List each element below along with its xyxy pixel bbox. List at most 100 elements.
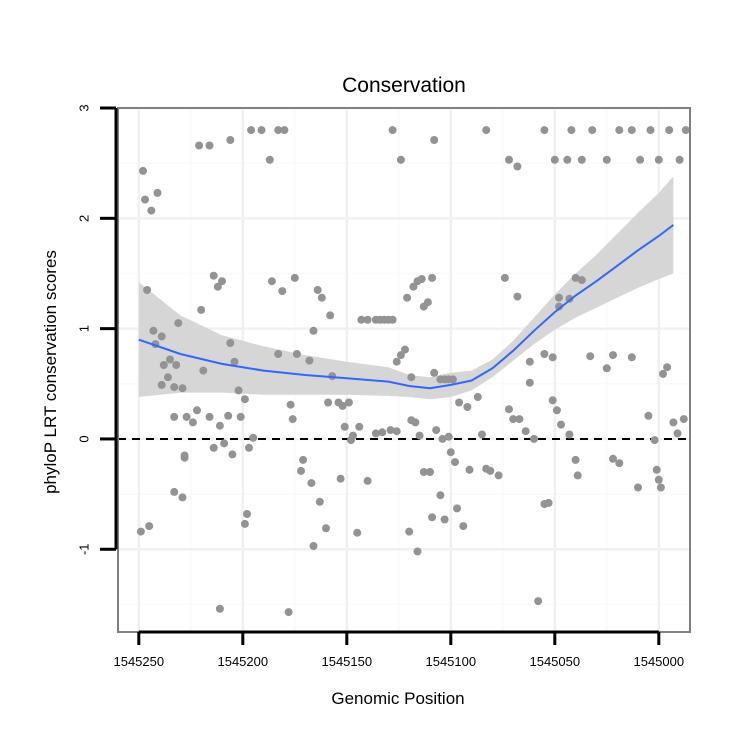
data-point (371, 429, 380, 438)
data-point (357, 315, 366, 324)
data-point (209, 271, 218, 280)
data-point (530, 434, 538, 443)
data-point (563, 155, 572, 164)
data-point (627, 126, 636, 135)
data-point (307, 479, 316, 488)
data-point (659, 369, 667, 378)
data-point (415, 431, 424, 440)
data-point (315, 497, 324, 506)
data-point (544, 498, 553, 507)
data-point (195, 141, 204, 150)
data-point (182, 412, 191, 421)
data-point (355, 422, 364, 431)
data-point (249, 433, 258, 442)
data-point (166, 355, 174, 364)
data-point (228, 450, 237, 459)
data-point (322, 524, 330, 533)
data-point (197, 305, 206, 314)
data-point (174, 319, 183, 328)
data-point (172, 361, 181, 369)
data-point (428, 513, 437, 522)
data-point (486, 466, 495, 475)
data-point (405, 527, 414, 536)
data-point (230, 357, 239, 366)
data-point (309, 542, 318, 550)
data-point (305, 356, 314, 365)
data-point (615, 459, 624, 468)
data-point (338, 401, 347, 410)
data-point (465, 465, 474, 474)
data-point (478, 430, 486, 439)
x-tick-label: 1545250 (113, 654, 164, 669)
data-point (505, 405, 513, 414)
data-point (555, 302, 563, 311)
data-point (446, 448, 455, 457)
data-point (178, 384, 187, 393)
data-point (396, 351, 405, 360)
data-point (280, 126, 289, 135)
data-point (139, 166, 147, 175)
y-tick-label: 3 (77, 104, 92, 111)
y-tick-label: 2 (77, 215, 92, 222)
data-point (675, 155, 684, 164)
data-point (147, 206, 156, 215)
data-point (436, 491, 445, 500)
data-point (226, 339, 235, 347)
data-point (609, 351, 617, 360)
data-point (555, 293, 563, 302)
data-point (432, 426, 441, 435)
data-point (188, 418, 197, 427)
data-point (669, 418, 678, 427)
scatter-points (136, 126, 690, 617)
data-point (378, 428, 387, 437)
data-point (215, 421, 224, 430)
data-point (411, 418, 420, 427)
data-point (430, 368, 439, 377)
data-point (681, 126, 690, 135)
data-point (388, 315, 397, 324)
data-point (157, 332, 166, 341)
data-point (577, 155, 586, 164)
data-point (267, 277, 276, 286)
data-point (627, 353, 636, 362)
data-point (419, 468, 428, 476)
data-point (396, 155, 405, 164)
smooth-trend-line (138, 224, 675, 390)
data-point (557, 420, 565, 429)
data-point (419, 302, 428, 311)
data-point (417, 275, 426, 283)
data-point (634, 483, 642, 492)
data-point (665, 126, 674, 135)
x-tick-label: 1545200 (217, 654, 268, 669)
data-point (652, 465, 661, 474)
data-point (284, 608, 293, 617)
data-point (290, 273, 299, 282)
data-point (636, 155, 645, 164)
data-point (240, 519, 249, 528)
data-point (552, 406, 561, 415)
data-point (525, 378, 534, 387)
y-axis: -1 0 1 2 3 (77, 104, 118, 555)
data-point (644, 411, 653, 420)
data-point (453, 504, 461, 513)
data-point (473, 393, 482, 401)
data-point (646, 126, 655, 135)
data-point (363, 315, 372, 324)
data-point (292, 350, 301, 358)
data-point (451, 458, 459, 467)
data-point (199, 366, 208, 375)
data-point (654, 155, 663, 164)
data-point (573, 471, 582, 480)
x-tick-label: 1545000 (633, 654, 684, 669)
data-point (180, 451, 189, 460)
data-point (409, 282, 418, 291)
data-point (515, 415, 524, 424)
data-point (209, 443, 218, 452)
data-point (136, 527, 145, 536)
data-point (650, 436, 659, 445)
data-point (218, 277, 226, 286)
data-point (309, 326, 318, 335)
data-point (565, 430, 574, 439)
data-point (505, 155, 513, 164)
